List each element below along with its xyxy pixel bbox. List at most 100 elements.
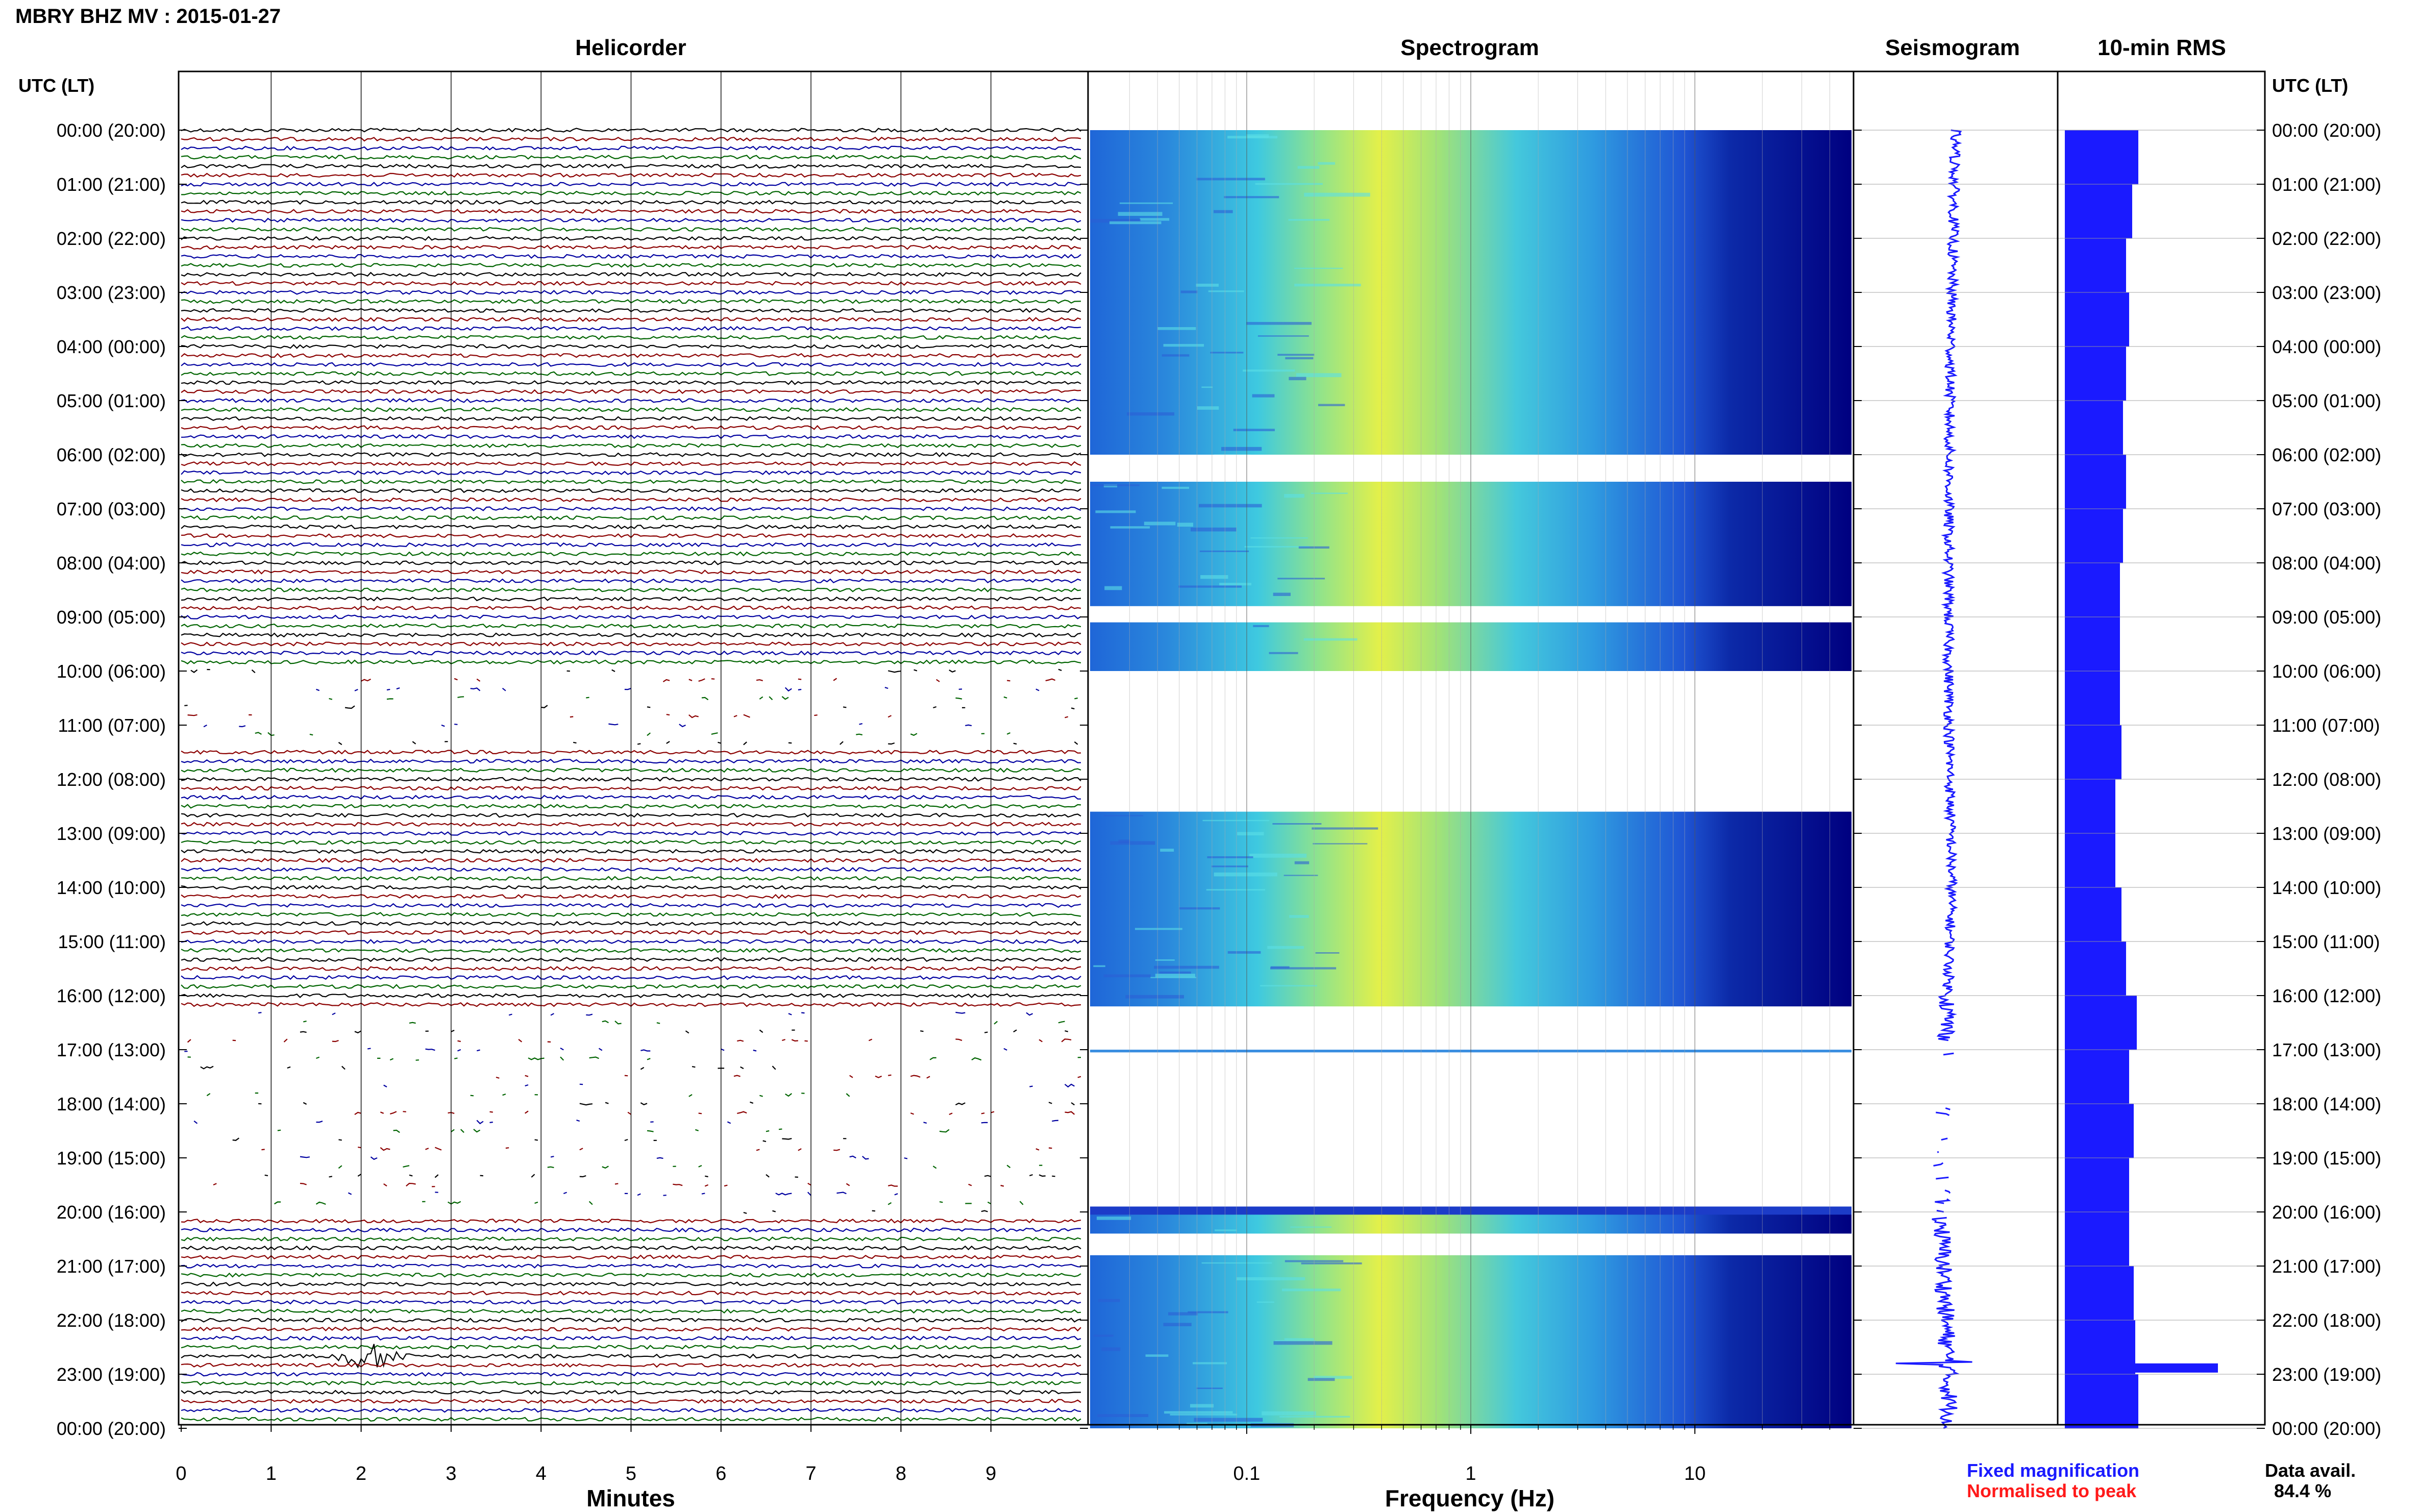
- time-label-right: 02:00 (22:00): [2272, 228, 2381, 249]
- time-label-right: 14:00 (10:00): [2272, 877, 2381, 898]
- minute-tick-label: 8: [896, 1463, 906, 1484]
- helicorder-trace: [201, 1066, 1036, 1070]
- spectrogram-texture: [1200, 575, 1228, 579]
- rms-bar: [2065, 1266, 2134, 1321]
- helicorder-trace: [303, 1020, 1065, 1025]
- helicorder-trace: [265, 1174, 1081, 1178]
- rms-bar: [2065, 671, 2120, 726]
- time-label-left: 08:00 (04:00): [57, 553, 166, 574]
- rms-bar: [2065, 833, 2115, 888]
- rms-bar: [2065, 292, 2129, 347]
- spectrogram-texture: [1154, 965, 1219, 969]
- helicorder-trace: [258, 1101, 1075, 1106]
- helicorder-trace: [354, 1110, 1075, 1116]
- spectrogram-texture: [1090, 219, 1141, 223]
- spectrogram-texture: [1284, 494, 1304, 498]
- seismogram-title: Seismogram: [1885, 35, 2020, 60]
- spectrogram-texture: [1160, 849, 1174, 852]
- time-label-left: 13:00 (09:00): [57, 823, 166, 844]
- helicorder-trace: [316, 687, 1040, 692]
- helicorder-trace: [194, 1120, 1081, 1124]
- time-label-right: 15:00 (11:00): [2272, 931, 2380, 952]
- spectrogram-texture: [1253, 625, 1269, 627]
- spectrogram-texture: [1109, 221, 1162, 225]
- spectrogram-texture: [1221, 447, 1262, 451]
- helicorder-trace: [213, 1183, 1078, 1187]
- spectrogram-texture: [1095, 510, 1136, 513]
- spectrogram-texture: [1246, 321, 1312, 325]
- spectrogram-texture: [1103, 974, 1151, 978]
- helicorder-trace: [744, 1211, 1071, 1213]
- spectrogram-texture: [1098, 1299, 1120, 1302]
- spectrogram-texture: [1279, 1416, 1350, 1418]
- helicorder-trace: [187, 714, 1069, 718]
- helicorder-panel: [181, 71, 1081, 1425]
- helicorder-trace: [329, 696, 1078, 701]
- spectrogram-texture: [1101, 1347, 1121, 1351]
- time-label-right: 01:00 (21:00): [2272, 174, 2381, 195]
- time-label-left: 06:00 (02:00): [57, 444, 166, 465]
- time-label-right: 22:00 (18:00): [2272, 1310, 2381, 1331]
- spectrogram-texture: [1288, 219, 1330, 221]
- spectrogram-texture: [1267, 946, 1304, 949]
- time-label-left: 19:00 (15:00): [57, 1148, 166, 1169]
- minute-tick-label: 9: [985, 1463, 996, 1484]
- spectrogram-texture: [1273, 592, 1291, 596]
- spectrogram-texture: [1179, 907, 1220, 910]
- helicorder-xlabel: Minutes: [586, 1485, 675, 1511]
- spectrogram-texture: [1110, 841, 1155, 845]
- time-label-left: 07:00 (03:00): [57, 499, 166, 519]
- spectrogram-texture: [1294, 283, 1361, 287]
- spectrogram-texture: [1164, 1411, 1233, 1414]
- minute-tick-label: 6: [715, 1463, 726, 1484]
- time-label-left: 14:00 (10:00): [57, 877, 166, 898]
- spectrogram-texture: [1260, 985, 1317, 987]
- helicorder-trace: [300, 1156, 1078, 1159]
- spectrogram-texture: [1311, 492, 1348, 494]
- spectrogram-texture: [1155, 959, 1175, 961]
- spectrogram-texture: [1145, 1354, 1169, 1357]
- spectrogram-texture: [1091, 484, 1140, 486]
- spectrogram-texture: [1196, 178, 1265, 181]
- spectrogram-title: Spectrogram: [1400, 35, 1539, 60]
- time-label-left: 17:00 (13:00): [57, 1039, 166, 1060]
- spectrogram-texture: [1190, 1404, 1214, 1408]
- time-label-right: 18:00 (14:00): [2272, 1094, 2381, 1114]
- helicorder-trace: [278, 1129, 975, 1133]
- utc-label-left: UTC (LT): [18, 75, 94, 96]
- time-label-right: 10:00 (06:00): [2272, 661, 2381, 682]
- time-label-left: 15:00 (11:00): [58, 931, 166, 952]
- spectrogram-texture: [1284, 1338, 1314, 1341]
- spectrogram-texture: [1127, 412, 1175, 416]
- helicorder-trace: [255, 732, 1030, 735]
- spectrogram-texture: [1094, 1334, 1114, 1337]
- data-avail-value: 84.4 %: [2274, 1480, 2331, 1501]
- spectrogram-texture: [1257, 335, 1309, 337]
- spectrogram-texture: [1304, 192, 1370, 197]
- rms-bar: [2065, 1050, 2129, 1104]
- spectrogram-texture: [1150, 977, 1197, 978]
- spectrogram-texture: [1214, 210, 1233, 213]
- spectrogram-texture: [1243, 369, 1295, 372]
- spectrogram-texture: [1159, 971, 1191, 974]
- spectrogram-texture: [1252, 394, 1275, 398]
- spectrogram-texture: [1210, 352, 1244, 354]
- spectrogram-texture: [1262, 1411, 1316, 1416]
- helicorder-trace: [184, 705, 1075, 710]
- helicorder-trace: [187, 1038, 1072, 1043]
- time-label-left: 20:00 (16:00): [57, 1202, 166, 1223]
- spectrogram-texture: [1110, 526, 1150, 529]
- rms-bar: [2065, 725, 2121, 780]
- spectrogram-texture: [1103, 815, 1144, 816]
- time-label-left: 22:00 (18:00): [57, 1310, 166, 1331]
- spectrogram-texture: [1244, 546, 1310, 548]
- spectrogram-texture: [1246, 134, 1269, 138]
- helicorder-trace: [261, 1147, 1052, 1151]
- helicorder-trace: [348, 1192, 1058, 1196]
- spectrogram-texture: [1144, 522, 1176, 526]
- spectrogram-texture: [1301, 1262, 1362, 1265]
- rms-bar: [2065, 779, 2115, 834]
- rms-bar: [2065, 941, 2126, 996]
- spectrogram-texture: [1297, 166, 1320, 169]
